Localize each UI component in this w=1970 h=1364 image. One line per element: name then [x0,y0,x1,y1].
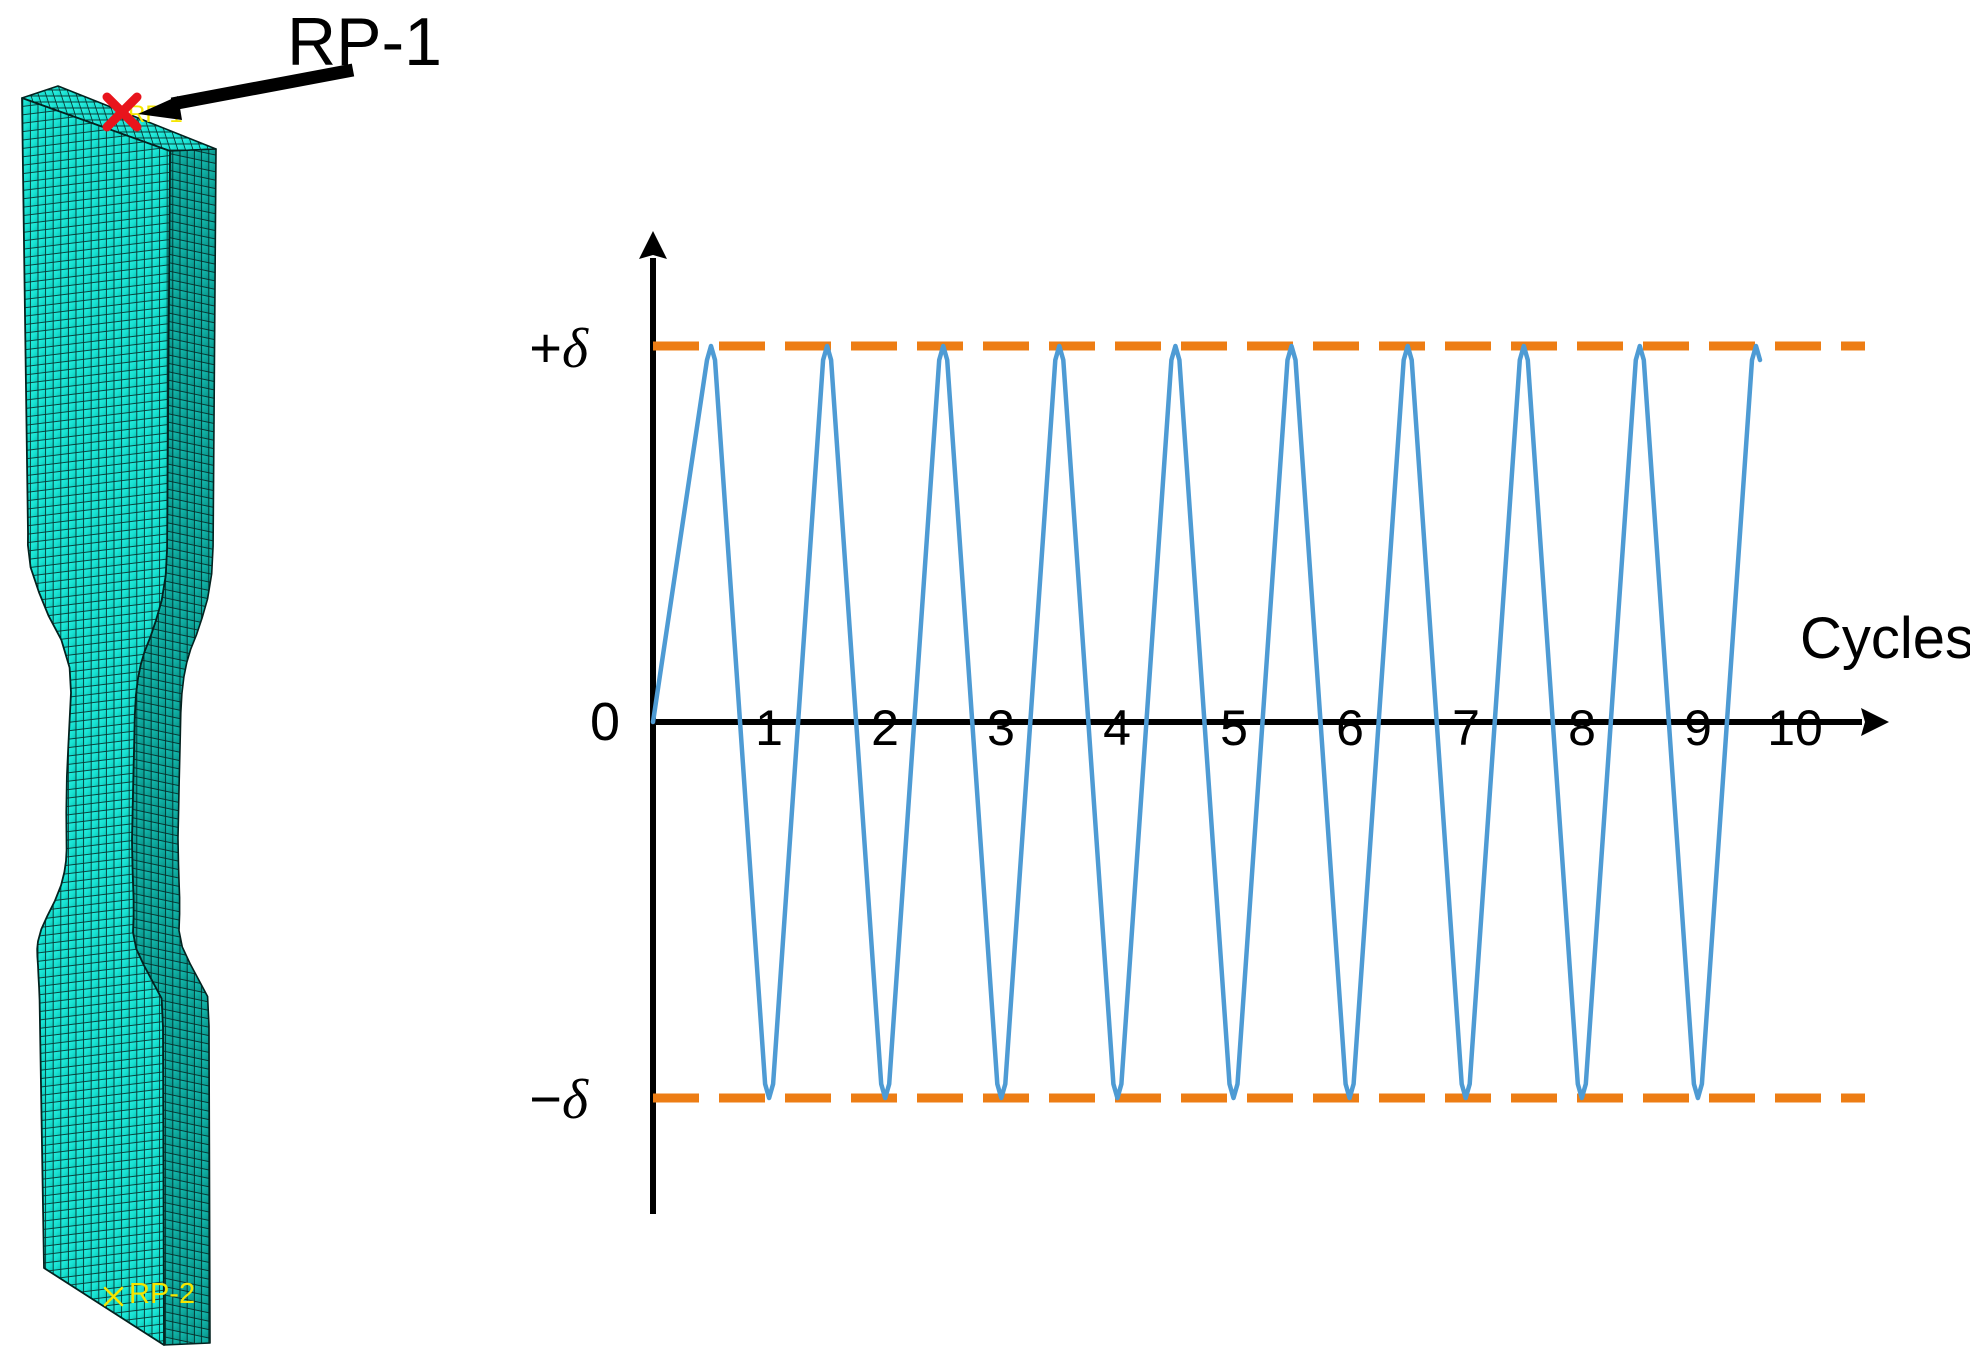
svg-text:7: 7 [1452,700,1480,756]
svg-text:RP-1: RP-1 [287,4,442,80]
svg-text:0: 0 [590,692,620,752]
svg-text:5: 5 [1220,700,1248,756]
svg-text:10: 10 [1767,700,1823,756]
svg-text:2: 2 [871,700,899,756]
svg-text:RP-2: RP-2 [129,1278,195,1310]
svg-text:8: 8 [1568,700,1596,756]
svg-text:3: 3 [987,700,1015,756]
svg-text:6: 6 [1336,700,1364,756]
svg-text:1: 1 [755,700,783,756]
svg-text:9: 9 [1684,700,1712,756]
svg-text:+δ: +δ [529,316,589,380]
svg-text:Cycles: Cycles [1800,606,1970,671]
svg-text:4: 4 [1103,700,1131,756]
svg-text:−δ: −δ [529,1067,589,1131]
